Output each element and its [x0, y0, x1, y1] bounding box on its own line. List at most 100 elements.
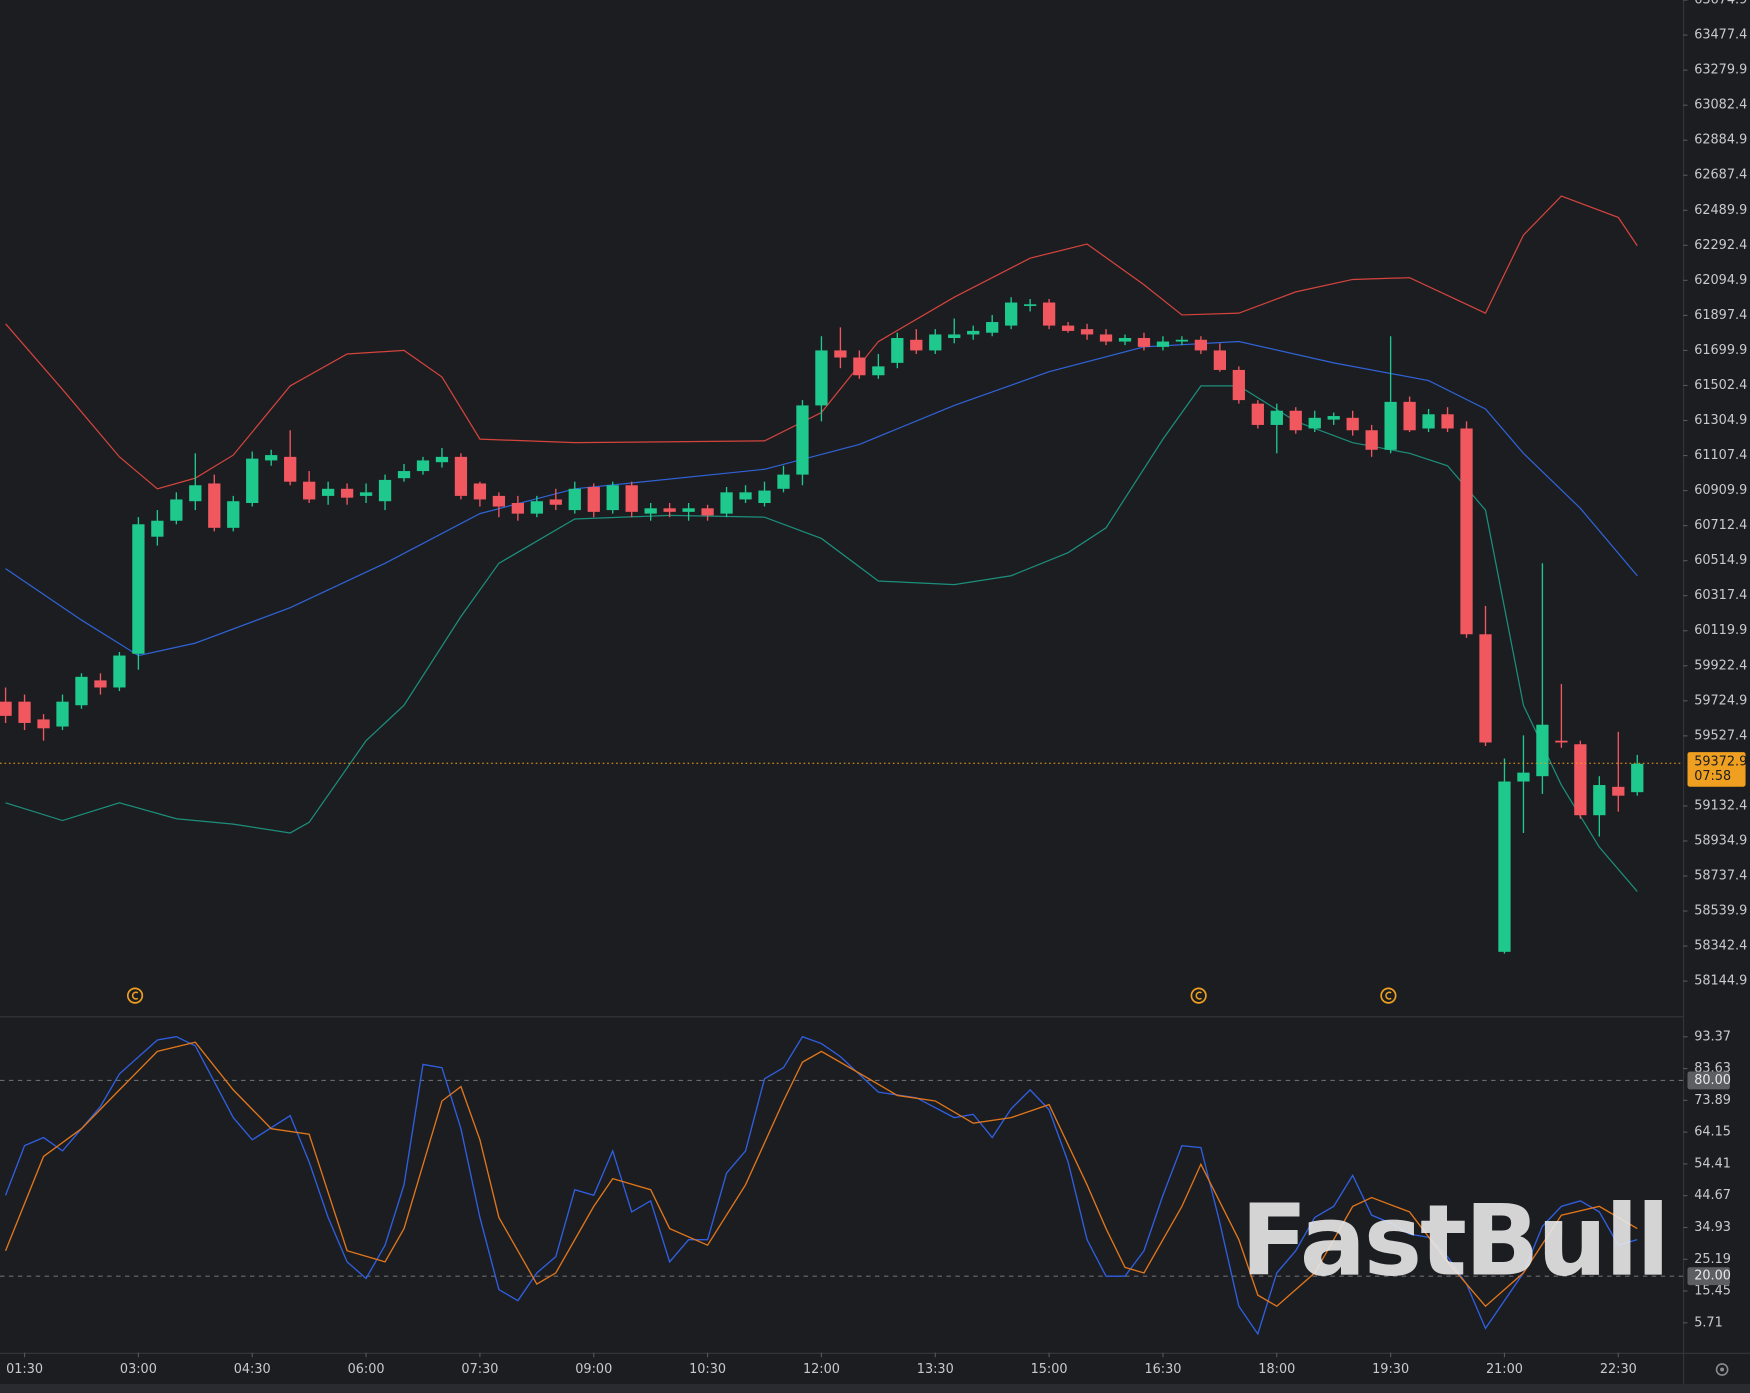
candle-body	[891, 338, 904, 363]
y-tick-label: 61897.4	[1694, 308, 1747, 323]
x-tick-label: 10:30	[689, 1362, 726, 1377]
candle-body	[265, 455, 278, 461]
settings-gear-center	[1720, 1367, 1725, 1372]
candle-body	[132, 524, 145, 654]
settings-gear[interactable]	[1715, 1363, 1729, 1376]
y-tick-label: 63279.9	[1694, 63, 1747, 78]
y-tick-label: 62292.4	[1694, 238, 1747, 253]
y-tick-label: 25.19	[1694, 1252, 1731, 1267]
candle-body	[492, 495, 506, 507]
candle-body	[758, 490, 771, 503]
candle-body	[18, 701, 31, 723]
indicator-line	[5, 195, 1638, 490]
y-tick-label: 63082.4	[1694, 98, 1747, 113]
candle-body	[1061, 325, 1075, 331]
x-tick-label: 06:00	[348, 1362, 385, 1377]
x-tick-label: 19:30	[1372, 1362, 1409, 1377]
candle-body	[1403, 401, 1416, 431]
candle-body	[378, 479, 392, 502]
settings-icon[interactable]	[1715, 1363, 1729, 1376]
candle-body	[170, 499, 183, 521]
axes: 63674.9 63477.4 63279.9 63082.4 62884.9 62687…	[6, 0, 1747, 1377]
candle-body	[1346, 417, 1359, 431]
candle-body	[910, 339, 923, 351]
x-tick-label: 13:30	[917, 1362, 954, 1377]
candle-body	[1593, 785, 1606, 816]
y-tick-label: 63674.9	[1694, 0, 1747, 8]
candle-body	[1384, 401, 1397, 450]
level-box	[1687, 1071, 1730, 1090]
y-tick-label: 59922.4	[1694, 658, 1747, 673]
price-panel	[0, 195, 1684, 954]
y-tick-label: 62884.9	[1694, 133, 1747, 148]
candle-body	[1251, 403, 1264, 425]
y-tick-label: 59724.9	[1694, 693, 1747, 708]
candle-body	[1574, 744, 1587, 816]
y-tick-label: 58144.9	[1694, 974, 1747, 989]
y-tick-label: 60119.9	[1694, 623, 1747, 638]
oscillator-line	[4, 1035, 1638, 1336]
candle-body	[587, 487, 600, 512]
candle-body	[834, 350, 847, 358]
event-marker-glyph	[1385, 991, 1392, 1000]
y-tick-label: 58342.4	[1694, 939, 1747, 954]
y-tick-label: 61502.4	[1694, 378, 1747, 393]
candle-body	[1270, 410, 1283, 425]
candle-body	[1137, 338, 1151, 347]
candle-body	[815, 350, 828, 406]
candle-body	[1441, 414, 1454, 429]
x-tick-label: 15:00	[1031, 1362, 1068, 1377]
event-marker[interactable]	[1190, 987, 1207, 1004]
y-tick-label: 58737.4	[1694, 868, 1747, 883]
candle-body	[701, 508, 714, 516]
oscillator-panel	[0, 1035, 1684, 1336]
event-marker[interactable]	[1380, 987, 1397, 1004]
y-tick-label: 58539.9	[1694, 904, 1747, 919]
candle-body	[948, 334, 961, 339]
candle-body	[1460, 428, 1473, 635]
candle-body	[1517, 772, 1530, 782]
candle-body	[208, 483, 221, 528]
x-tick-label: 16:30	[1144, 1362, 1181, 1377]
y-tick-label: 44.67	[1694, 1188, 1731, 1203]
candle-body	[75, 676, 88, 706]
candle-body	[1023, 304, 1037, 306]
x-tick-label: 01:30	[6, 1362, 43, 1377]
candle-body	[113, 655, 126, 688]
event-marker[interactable]	[126, 987, 144, 1004]
x-tick-label: 09:00	[575, 1362, 612, 1377]
candle-body	[303, 481, 316, 500]
y-tick-label: 61304.9	[1694, 413, 1747, 428]
candle-body	[777, 474, 790, 489]
candle-body	[1194, 339, 1208, 351]
candle-body	[1080, 329, 1094, 335]
candle-body	[1042, 302, 1056, 326]
event-markers[interactable]	[126, 987, 1397, 1004]
y-tick-label: 61699.9	[1694, 343, 1747, 358]
countdown-label: 07:58	[1694, 769, 1731, 784]
candle-body	[416, 460, 430, 472]
candle-body	[796, 405, 809, 475]
x-tick-label: 12:00	[803, 1362, 840, 1377]
level-label: 80.00	[1694, 1073, 1731, 1088]
candle-body	[663, 508, 676, 512]
y-tick-label: 34.93	[1694, 1220, 1731, 1235]
candle-body	[1213, 350, 1227, 370]
level-box	[1687, 1267, 1730, 1286]
candle-body	[720, 492, 733, 514]
candle-body	[606, 485, 619, 511]
y-tick-label: 60909.9	[1694, 483, 1747, 498]
y-tick-label: 62094.9	[1694, 273, 1747, 288]
candle-body	[435, 456, 449, 463]
candle-body	[530, 501, 543, 514]
bottom-strip	[0, 1384, 1750, 1393]
y-tick-label: 62489.9	[1694, 203, 1747, 218]
candle-body	[1631, 763, 1644, 793]
candle-body	[1327, 416, 1340, 420]
y-tick-label: 64.15	[1694, 1125, 1731, 1140]
y-tick-label: 62687.4	[1694, 168, 1747, 183]
candle-body	[1479, 634, 1492, 743]
y-tick-label: 5.71	[1694, 1315, 1723, 1330]
